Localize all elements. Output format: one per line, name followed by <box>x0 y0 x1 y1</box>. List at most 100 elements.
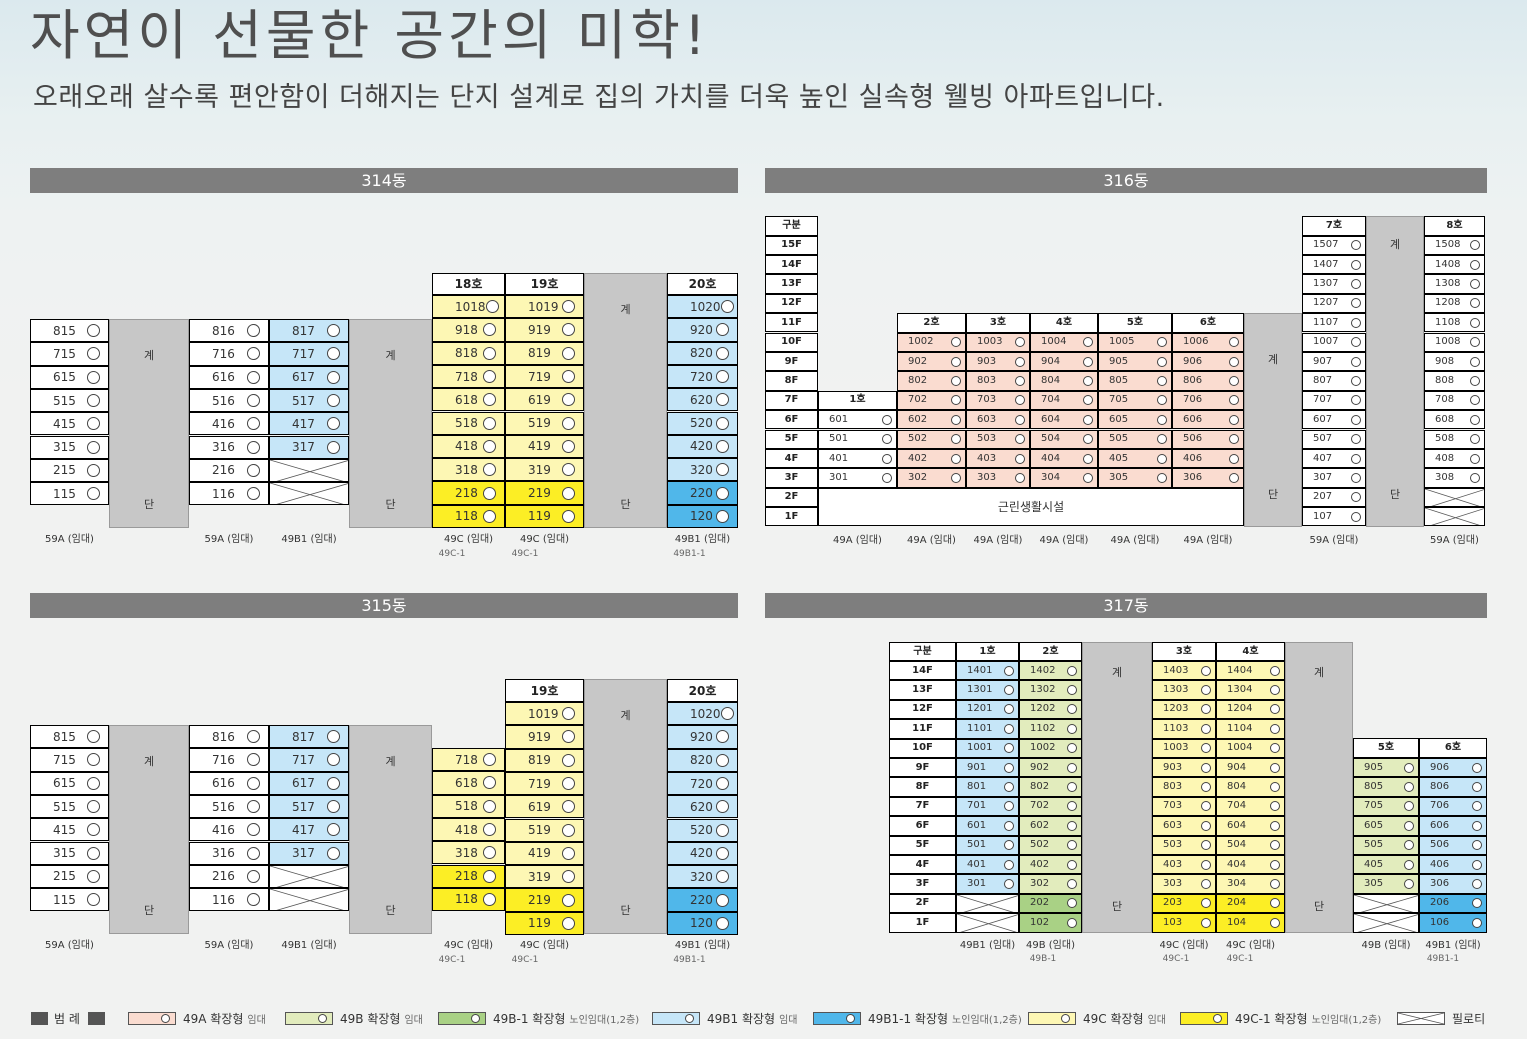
floor-label: 10F <box>889 738 956 758</box>
unit-number: 419 <box>528 439 551 454</box>
unit-cell: 601 <box>956 816 1019 836</box>
stair-label-top: 계 <box>143 755 155 768</box>
unit-number: 804 <box>1227 781 1247 793</box>
circle-marker-icon <box>882 414 892 425</box>
unit-number: 707 <box>1313 394 1333 406</box>
circle-marker-icon <box>1201 723 1211 734</box>
unit-number: 1204 <box>1227 703 1253 715</box>
circle-marker-icon <box>1083 472 1093 483</box>
unit-cell: 1001 <box>956 738 1019 758</box>
floor-label: 7F <box>765 390 818 411</box>
circle-marker-icon <box>716 823 729 837</box>
unit-number: 319 <box>528 462 551 477</box>
unit-cell: 705 <box>1353 796 1419 817</box>
stair-label-bottom: 단 <box>620 498 631 511</box>
type-label: 49B1 (임대) <box>674 940 731 951</box>
unit-number: 519 <box>528 823 551 838</box>
unit-cell: 504 <box>1030 429 1098 449</box>
circle-marker-icon <box>318 1013 327 1023</box>
circle-marker-icon <box>1157 337 1167 348</box>
unit-number: 605 <box>1109 413 1129 425</box>
unit-cell: 1202 <box>1019 699 1082 720</box>
circle-marker-icon <box>951 375 961 386</box>
unit-number: 318 <box>455 845 478 860</box>
unit-number: 316 <box>212 846 235 861</box>
unit-cell: 306 <box>1172 468 1244 488</box>
circle-marker-icon <box>1472 820 1482 831</box>
circle-marker-icon <box>716 846 729 860</box>
circle-marker-icon <box>327 800 340 814</box>
unit-cell: 901 <box>956 758 1019 778</box>
unit-cell: 620 <box>667 795 738 819</box>
unit-cell: 620 <box>667 388 738 412</box>
circle-marker-icon <box>562 800 575 814</box>
unit-number: 804 <box>1041 374 1061 386</box>
circle-marker-icon <box>1067 917 1077 928</box>
unit-cell: 106 <box>1419 913 1487 933</box>
unit-number: 1004 <box>1227 742 1253 754</box>
circle-marker-icon <box>483 416 496 430</box>
unit-number: 708 <box>1435 394 1455 406</box>
unit-number: 518 <box>455 799 478 814</box>
unit-number: 505 <box>1109 433 1129 445</box>
unit-number: 417 <box>292 416 315 431</box>
unit-number: 820 <box>690 753 713 768</box>
unit-cell: 203 <box>1152 893 1216 914</box>
unit-cell: 401 <box>818 448 897 469</box>
circle-marker-icon <box>247 776 260 790</box>
unit-number: 503 <box>1163 839 1183 851</box>
unit-number: 703 <box>1163 800 1183 812</box>
legend-item: 49C-1 확장형 노인임대(1,2층) <box>1180 1009 1381 1027</box>
unit-cell: 601 <box>818 410 897 430</box>
unit-cell: 501 <box>956 835 1019 855</box>
circle-marker-icon <box>1015 434 1025 445</box>
circle-marker-icon <box>327 394 340 408</box>
unit-number: 316 <box>212 440 235 455</box>
unit-cell: 504 <box>1216 835 1285 855</box>
subtype-label: 49C-1 <box>438 549 466 559</box>
circle-marker-icon <box>247 440 260 454</box>
unit-cell: 803 <box>966 371 1030 391</box>
unit-number: 1107 <box>1313 316 1339 328</box>
unit-column-header: 1호 <box>818 390 897 411</box>
legend-item: 49A 확장형 임대 <box>128 1009 266 1027</box>
unit-cell: 1020 <box>667 702 738 726</box>
circle-marker-icon <box>720 300 734 314</box>
stair-label-bottom: 단 <box>620 904 631 917</box>
circle-marker-icon <box>716 323 729 337</box>
type-label: 49B1 (임대) <box>1425 940 1481 951</box>
piloti-cell <box>269 864 349 889</box>
unit-cell: 902 <box>897 351 966 372</box>
unit-cell: 403 <box>966 448 1030 469</box>
circle-marker-icon <box>1067 685 1077 696</box>
type-label: 49B1 (임대) <box>281 940 337 951</box>
unit-number: 305 <box>1364 878 1384 890</box>
unit-column-header: 20호 <box>667 679 738 702</box>
circle-marker-icon <box>1472 879 1482 890</box>
unit-number: 1019 <box>528 299 559 314</box>
unit-cell: 803 <box>1152 777 1216 797</box>
unit-cell: 202 <box>1019 893 1082 914</box>
stair-label-bottom: 단 <box>143 498 155 511</box>
circle-marker-icon <box>1083 434 1093 445</box>
circle-marker-icon <box>87 324 100 338</box>
unit-number: 604 <box>1227 819 1247 831</box>
circle-marker-icon <box>1270 801 1280 812</box>
stair-label-bottom: 단 <box>385 498 396 511</box>
circle-marker-icon <box>1270 762 1280 773</box>
circle-marker-icon <box>1229 356 1239 367</box>
unit-column-header: 19호 <box>505 273 584 295</box>
unit-cell: 904 <box>1216 758 1285 778</box>
circle-marker-icon <box>1229 375 1239 386</box>
unit-number: 515 <box>53 799 76 814</box>
unit-cell: 708 <box>1424 390 1485 411</box>
unit-number: 1002 <box>1030 742 1056 754</box>
circle-marker-icon <box>716 346 729 360</box>
unit-cell: 415 <box>30 818 109 842</box>
unit-cell: 416 <box>189 412 269 436</box>
legend-sublabel: 임대 <box>247 1014 266 1026</box>
circle-marker-icon <box>1201 859 1211 870</box>
circle-marker-icon <box>1470 453 1480 464</box>
unit-number: 802 <box>908 374 928 386</box>
unit-cell: 1308 <box>1424 274 1485 294</box>
